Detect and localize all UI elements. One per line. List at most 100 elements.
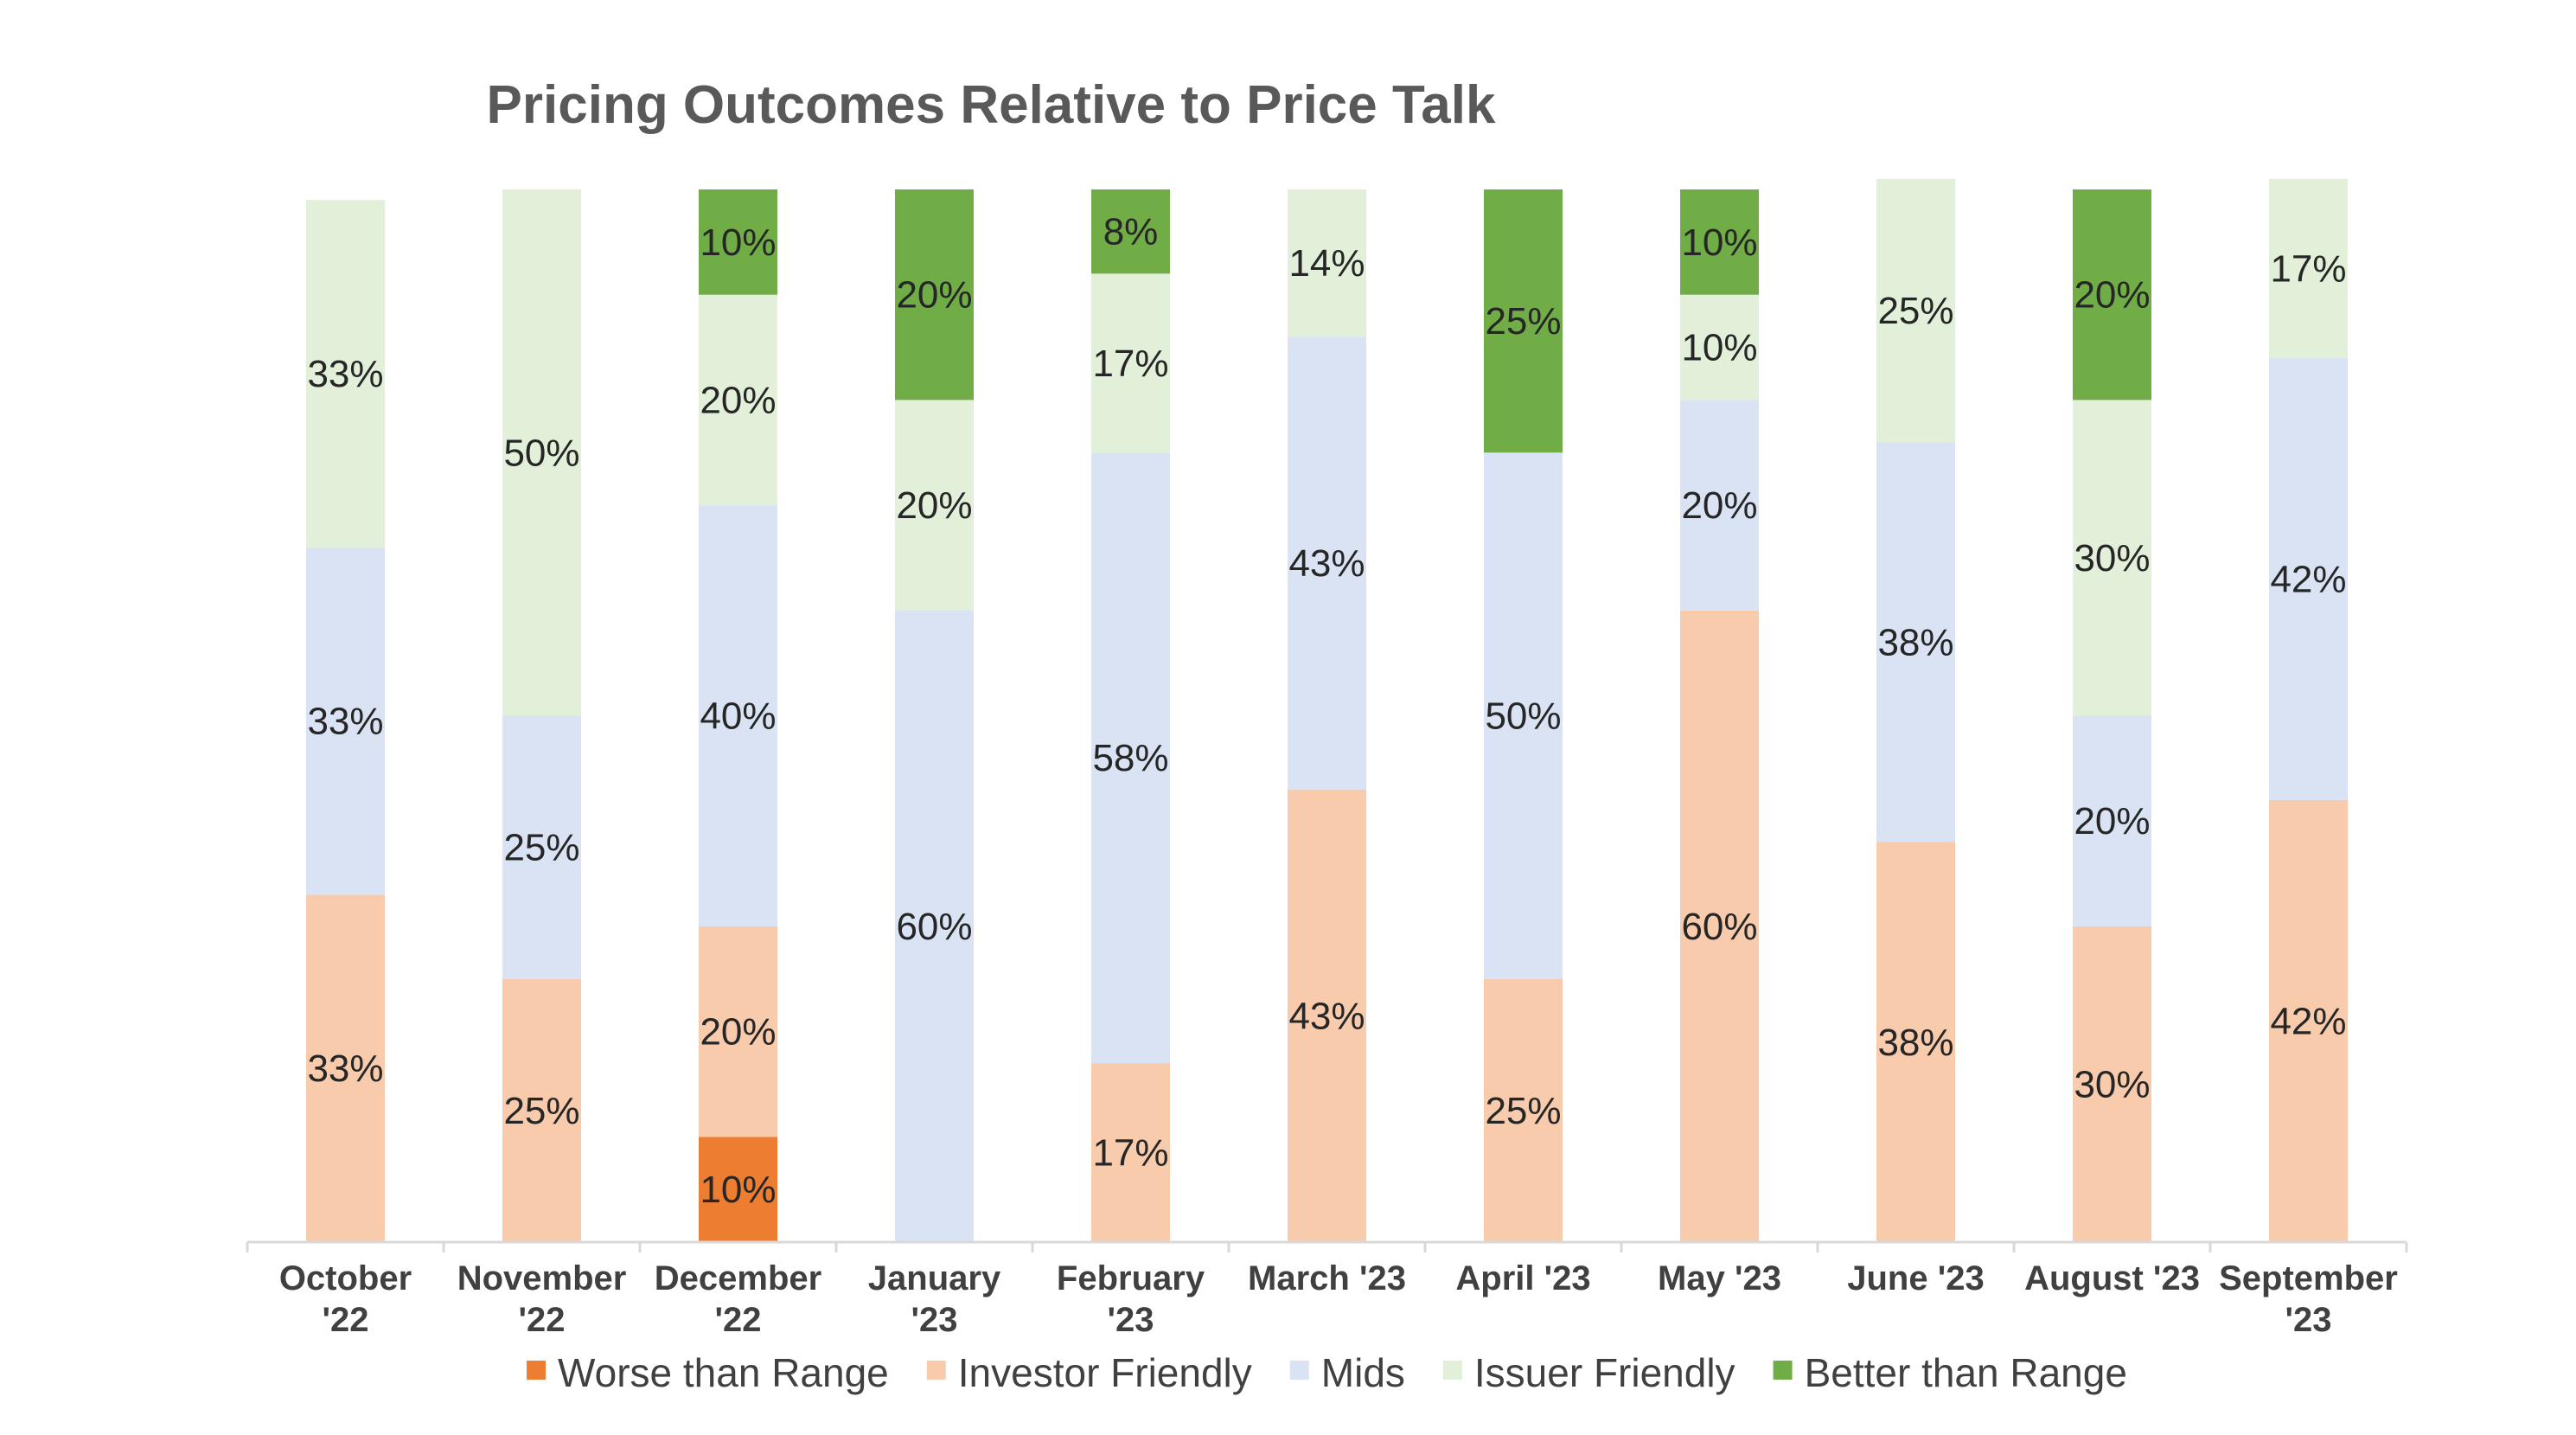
legend-item-worse-than-range: Worse than Range [527, 1350, 889, 1395]
x-tick-label-february-23: February '23 [1057, 1259, 1205, 1339]
bar-segment-better-than-range-april-23 [1484, 189, 1563, 453]
x-tick-label-may-23: May '23 [1658, 1259, 1781, 1297]
bar-segment-investor-friendly-october-22 [306, 894, 385, 1242]
data-label-better-than-range-april-23: 25% [1485, 300, 1561, 343]
legend-swatch-better-than-range [1773, 1361, 1793, 1380]
bar-segment-investor-friendly-march-23 [1288, 789, 1366, 1242]
legend: Worse than Range Investor Friendly Mids Iss… [527, 1350, 2127, 1395]
bar-segment-investor-friendly-august-23 [2073, 926, 2151, 1242]
data-label-better-than-range-february-23: 8% [1103, 211, 1159, 253]
bar-segment-issuer-friendly-november-22 [502, 189, 581, 716]
data-label-mids-december-22: 40% [700, 695, 776, 738]
bar-segment-issuer-friendly-october-22 [306, 200, 385, 548]
data-label-issuer-friendly-february-23: 17% [1092, 343, 1168, 385]
x-tick-label-october-22: October '22 [279, 1259, 412, 1339]
x-tick-label-december-22: December '22 [655, 1259, 821, 1339]
bar-segment-investor-friendly-june-23 [1876, 842, 1955, 1242]
bar-segment-mids-august-23 [2073, 715, 2151, 926]
bar-segment-mids-march-23 [1288, 336, 1366, 790]
data-label-mids-may-23: 20% [1681, 484, 1757, 527]
data-label-mids-march-23: 43% [1288, 542, 1365, 585]
legend-label-issuer-friendly: Issuer Friendly [1474, 1350, 1735, 1395]
x-tick-label-march-23: March '23 [1248, 1259, 1406, 1297]
bar-segment-mids-april-23 [1484, 452, 1563, 979]
data-label-investor-friendly-may-23: 60% [1681, 906, 1757, 948]
data-label-mids-january-23: 60% [896, 906, 972, 948]
bar-segment-issuer-friendly-january-23 [895, 400, 974, 611]
legend-item-better-than-range: Better than Range [1773, 1350, 2127, 1395]
bar-segment-mids-january-23 [895, 610, 974, 1242]
data-label-issuer-friendly-may-23: 10% [1681, 327, 1757, 369]
bar-segment-issuer-friendly-september-23 [2269, 178, 2348, 358]
data-label-mids-june-23: 38% [1877, 621, 1953, 663]
bar-segment-mids-december-22 [699, 505, 777, 926]
bar-segment-investor-friendly-september-23 [2269, 799, 2348, 1242]
x-tick-label-november-22: November '22 [457, 1259, 627, 1339]
data-label-issuer-friendly-december-22: 20% [700, 379, 776, 421]
data-label-issuer-friendly-january-23: 20% [896, 484, 972, 527]
bars-group [306, 178, 2348, 1242]
x-tick-label-april-23: April '23 [1455, 1259, 1590, 1297]
legend-item-mids: Mids [1289, 1350, 1405, 1395]
bar-segment-issuer-friendly-may-23 [1680, 294, 1759, 400]
data-label-mids-october-22: 33% [307, 701, 383, 743]
data-label-better-than-range-december-22: 10% [700, 221, 776, 264]
bar-segment-better-than-range-february-23 [1091, 189, 1170, 274]
bar-segment-issuer-friendly-august-23 [2073, 400, 2151, 716]
data-label-issuer-friendly-november-22: 50% [503, 432, 579, 474]
data-label-investor-friendly-august-23: 30% [2074, 1063, 2150, 1105]
data-label-mids-november-22: 25% [503, 827, 579, 869]
data-label-mids-april-23: 50% [1485, 695, 1561, 738]
data-label-issuer-friendly-september-23: 17% [2270, 247, 2346, 290]
data-label-better-than-range-august-23: 20% [2074, 274, 2150, 317]
x-axis: October '22 November '22 December '22 January '… [246, 1240, 2408, 1339]
data-label-better-than-range-may-23: 10% [1681, 221, 1757, 264]
bar-segment-mids-february-23 [1091, 452, 1170, 1064]
bar-segment-issuer-friendly-march-23 [1288, 189, 1366, 337]
bar-segment-mids-november-22 [502, 715, 581, 979]
data-label-worse-than-range-december-22: 10% [700, 1169, 776, 1211]
legend-label-worse-than-range: Worse than Range [558, 1350, 889, 1395]
bar-segment-investor-friendly-april-23 [1484, 978, 1563, 1242]
bar-segment-investor-friendly-december-22 [699, 926, 777, 1137]
bar-segment-mids-may-23 [1680, 400, 1759, 611]
x-tick-label-september-23: September '23 [2219, 1259, 2398, 1339]
x-tick-label-june-23: June '23 [1847, 1259, 1984, 1297]
bar-segment-mids-october-22 [306, 547, 385, 895]
data-label-investor-friendly-june-23: 38% [1877, 1022, 1953, 1064]
bar-segment-investor-friendly-november-22 [502, 978, 581, 1242]
legend-label-investor-friendly: Investor Friendly [958, 1350, 1252, 1395]
data-label-issuer-friendly-june-23: 25% [1877, 290, 1953, 332]
data-labels-group: 33% 33% 33% 25% 25% 50% 10% 20% 40% 20% 10% 60% 20% 2… [307, 211, 2346, 1211]
data-label-mids-september-23: 42% [2270, 558, 2346, 600]
data-label-investor-friendly-november-22: 25% [503, 1090, 579, 1132]
data-label-better-than-range-january-23: 20% [896, 274, 972, 317]
bar-segment-better-than-range-may-23 [1680, 189, 1759, 295]
bar-segment-better-than-range-january-23 [895, 189, 974, 400]
legend-swatch-mids [1289, 1361, 1309, 1380]
data-label-investor-friendly-december-22: 20% [700, 1011, 776, 1054]
bar-segment-issuer-friendly-december-22 [699, 294, 777, 506]
data-label-mids-august-23: 20% [2074, 800, 2150, 842]
data-label-issuer-friendly-october-22: 33% [307, 353, 383, 395]
bar-segment-mids-june-23 [1876, 442, 1955, 842]
bar-segment-mids-september-23 [2269, 357, 2348, 800]
data-label-investor-friendly-march-23: 43% [1288, 995, 1365, 1037]
x-tick-label-january-23: January '23 [868, 1259, 1001, 1339]
x-tick-label-august-23: August '23 [2024, 1259, 2200, 1297]
legend-swatch-investor-friendly [926, 1361, 946, 1380]
legend-swatch-issuer-friendly [1442, 1361, 1462, 1380]
data-label-investor-friendly-october-22: 33% [307, 1047, 383, 1090]
data-label-investor-friendly-february-23: 17% [1092, 1132, 1168, 1175]
bar-segment-issuer-friendly-june-23 [1876, 178, 1955, 443]
data-label-investor-friendly-april-23: 25% [1485, 1090, 1561, 1132]
bar-segment-better-than-range-december-22 [699, 189, 777, 295]
bar-segment-issuer-friendly-february-23 [1091, 273, 1170, 453]
data-label-mids-february-23: 58% [1092, 737, 1168, 779]
legend-swatch-worse-than-range [527, 1361, 547, 1380]
legend-label-mids: Mids [1321, 1350, 1405, 1395]
chart-title: Pricing Outcomes Relative to Price Talk [487, 75, 1496, 135]
bar-segment-worse-than-range-december-22 [699, 1137, 777, 1242]
bar-segment-investor-friendly-february-23 [1091, 1063, 1170, 1242]
